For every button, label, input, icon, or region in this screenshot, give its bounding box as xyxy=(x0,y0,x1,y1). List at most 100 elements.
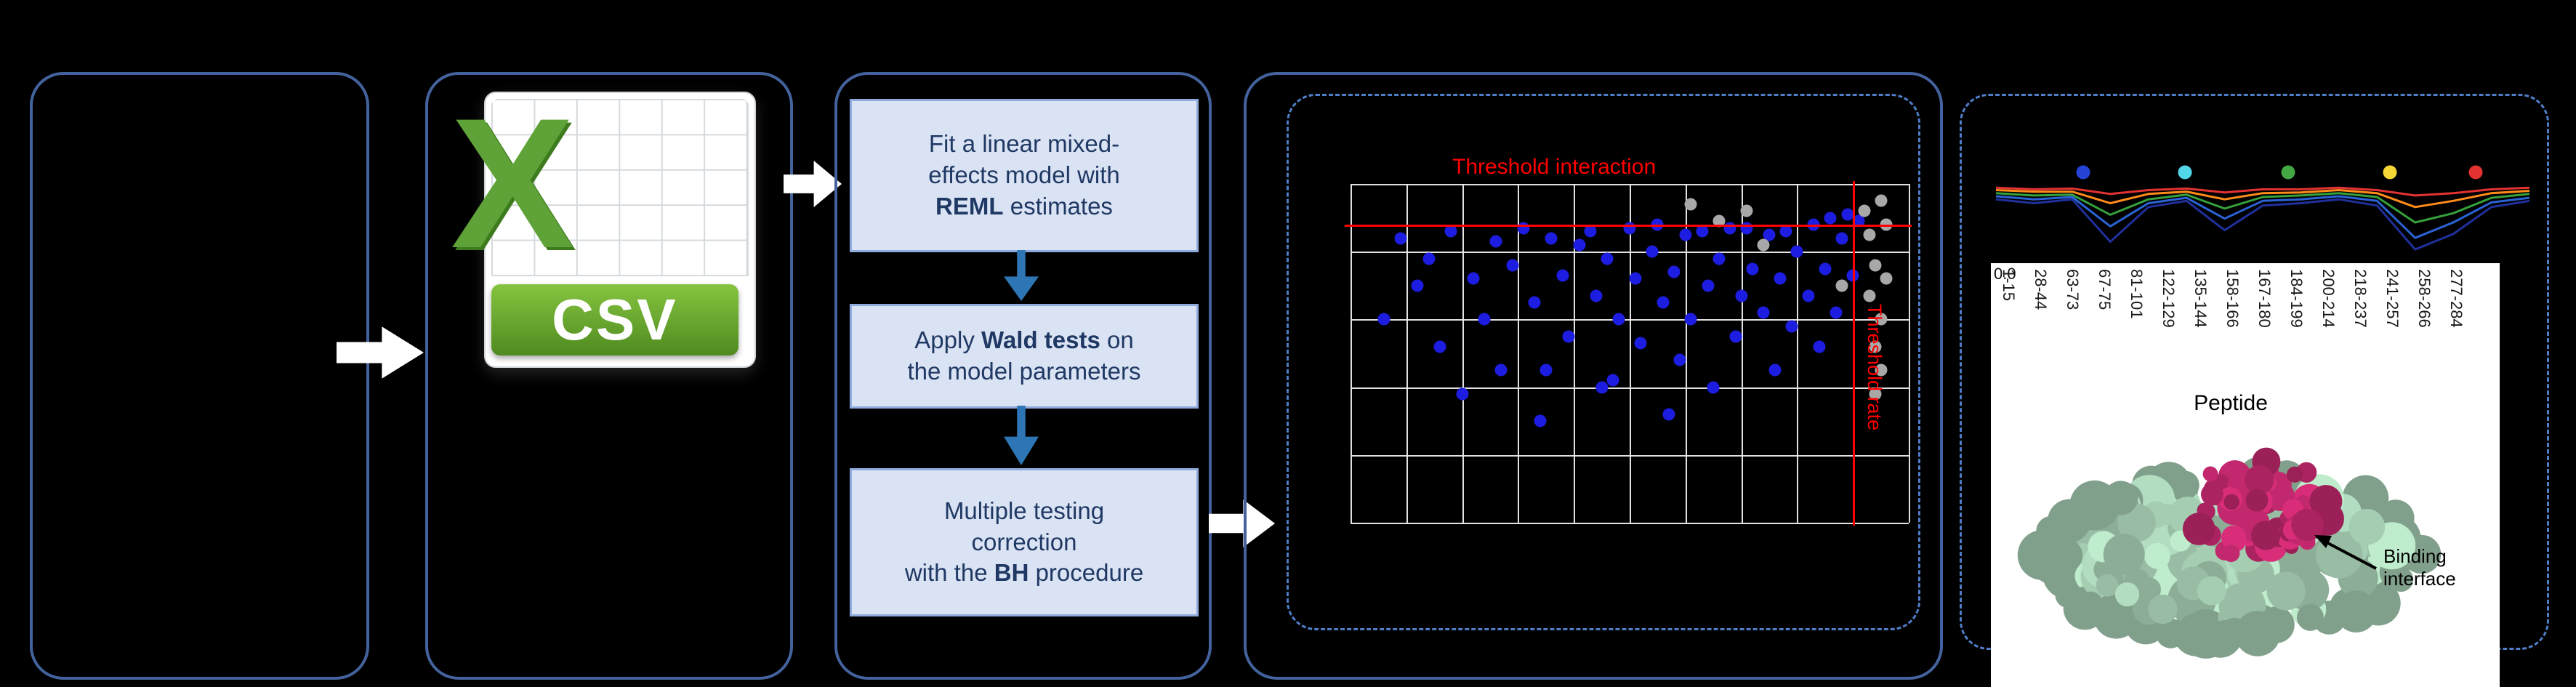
scatter-point xyxy=(1573,238,1586,252)
step-box-wald: Apply Wald tests on the model parameters xyxy=(850,304,1199,409)
scatter-point xyxy=(1779,225,1792,238)
protein-surface-circle xyxy=(2245,489,2269,512)
scatter-plot: Threshold interaction Threshold rate xyxy=(1345,155,1912,526)
scatter-point xyxy=(1433,340,1446,353)
binding-interface-arrowhead xyxy=(2314,535,2332,548)
scatter-point xyxy=(1740,222,1753,235)
uptake-series-line xyxy=(1996,192,2529,224)
scatter-point xyxy=(1584,225,1597,238)
peptide-tick-label: 258-266 xyxy=(2415,269,2434,328)
scatter-layers xyxy=(1351,184,1910,524)
protein-surface-circle xyxy=(2309,485,2343,518)
step-text-wald: Apply Wald tests on the model parameters xyxy=(907,326,1141,385)
scatter-point xyxy=(1696,225,1709,238)
csv-spreadsheet-grid xyxy=(491,99,749,277)
scatter-point xyxy=(1489,235,1502,248)
protein-surface-circle xyxy=(2266,571,2306,611)
scatter-point xyxy=(1684,198,1697,211)
grid-line-horizontal xyxy=(1351,319,1909,321)
scatter-point xyxy=(1562,330,1575,343)
grid-line-vertical xyxy=(1406,184,1408,523)
peptide-tick-label: 200-214 xyxy=(2319,269,2338,328)
protein-surface-circle xyxy=(2286,466,2303,483)
peptide-tick-label: 184-199 xyxy=(2287,269,2306,328)
scatter-point xyxy=(1852,214,1865,228)
threshold-interaction-line xyxy=(1345,224,1912,227)
scatter-point xyxy=(1875,194,1888,207)
scatter-point xyxy=(1757,306,1770,319)
uptake-line-chart xyxy=(1996,186,2529,251)
protein-surface-circle xyxy=(2048,538,2083,573)
protein-surface-circle xyxy=(2104,481,2138,515)
scatter-point xyxy=(1601,252,1614,265)
scatter-point xyxy=(1723,222,1736,235)
scatter-point xyxy=(1790,245,1803,258)
panel-input xyxy=(30,72,369,680)
legend-dot xyxy=(2468,165,2483,180)
panel-results xyxy=(1244,72,1943,680)
protein-surface-circle xyxy=(2222,545,2240,563)
protein-surface-circle xyxy=(2291,508,2324,542)
scatter-point xyxy=(1802,289,1815,302)
scatter-point xyxy=(1629,272,1642,285)
legend-dot xyxy=(2281,165,2295,180)
protein-surface-circle xyxy=(2245,465,2274,495)
legend-dot xyxy=(2178,165,2192,180)
panel-csv xyxy=(425,72,793,680)
protein-surface-circle xyxy=(2221,525,2247,550)
scatter-point xyxy=(1539,363,1553,377)
protein-structure xyxy=(2017,447,2442,659)
protein-surface-circle xyxy=(2180,614,2206,640)
uptake-series-line xyxy=(1996,189,2529,209)
protein-surface-circle xyxy=(2079,591,2103,615)
scatter-point xyxy=(1646,245,1659,258)
scatter-point xyxy=(1835,232,1848,245)
scatter-point xyxy=(1556,269,1569,282)
scatter-point xyxy=(1456,387,1469,401)
peptide-tick-label: 1-15 xyxy=(2000,269,2018,302)
scatter-point xyxy=(1634,337,1647,350)
scatter-point xyxy=(1667,265,1681,278)
y-axis-tick: 0.0 xyxy=(1994,265,2016,283)
scatter-point xyxy=(1494,363,1508,377)
scatter-point xyxy=(1863,289,1876,302)
scatter-point xyxy=(1606,374,1619,387)
scatter-point xyxy=(1673,353,1686,366)
scatter-point xyxy=(1422,252,1436,265)
protein-surface-circle xyxy=(2096,574,2119,597)
scatter-point xyxy=(1623,222,1636,235)
grid-line-horizontal xyxy=(1351,184,1909,185)
scatter-point xyxy=(1768,363,1782,377)
peptide-tick-label: 241-257 xyxy=(2383,269,2402,328)
threshold-interaction-label: Threshold interaction xyxy=(1452,155,1657,179)
scatter-point xyxy=(1707,381,1720,394)
peptide-tick-label: 28-44 xyxy=(2032,269,2050,310)
scatter-point xyxy=(1863,228,1876,241)
peptide-tick-label: 158-166 xyxy=(2223,269,2242,328)
scatter-point xyxy=(1729,330,1742,343)
scatter-point xyxy=(1841,208,1854,221)
scatter-point xyxy=(1712,214,1726,228)
scatter-point xyxy=(1830,306,1843,319)
protein-surface-circle xyxy=(2234,611,2281,656)
protein-surface-circle xyxy=(2182,513,2215,545)
protein-surface-circle xyxy=(2074,497,2107,530)
csv-banner: CSV xyxy=(491,284,738,356)
scatter-point xyxy=(1612,313,1625,326)
protein-surface-circle xyxy=(2114,582,2140,607)
protein-surface-circle xyxy=(2144,542,2170,569)
grid-line-vertical xyxy=(1351,184,1352,523)
scatter-point xyxy=(1869,387,1882,401)
scatter-point xyxy=(1740,204,1753,217)
scatter-point xyxy=(1774,272,1787,285)
scatter-point xyxy=(1875,363,1888,377)
scatter-dashed-frame xyxy=(1287,94,1920,630)
protein-surface-circle xyxy=(2296,603,2324,631)
grid-line-vertical xyxy=(1462,184,1464,523)
grid-line-vertical xyxy=(1797,184,1799,523)
legend-dot xyxy=(2076,165,2090,180)
uptake-series-line xyxy=(1996,186,2529,197)
legend-dot xyxy=(2383,165,2397,180)
threshold-rate-label: Threshold rate xyxy=(1864,304,1886,431)
